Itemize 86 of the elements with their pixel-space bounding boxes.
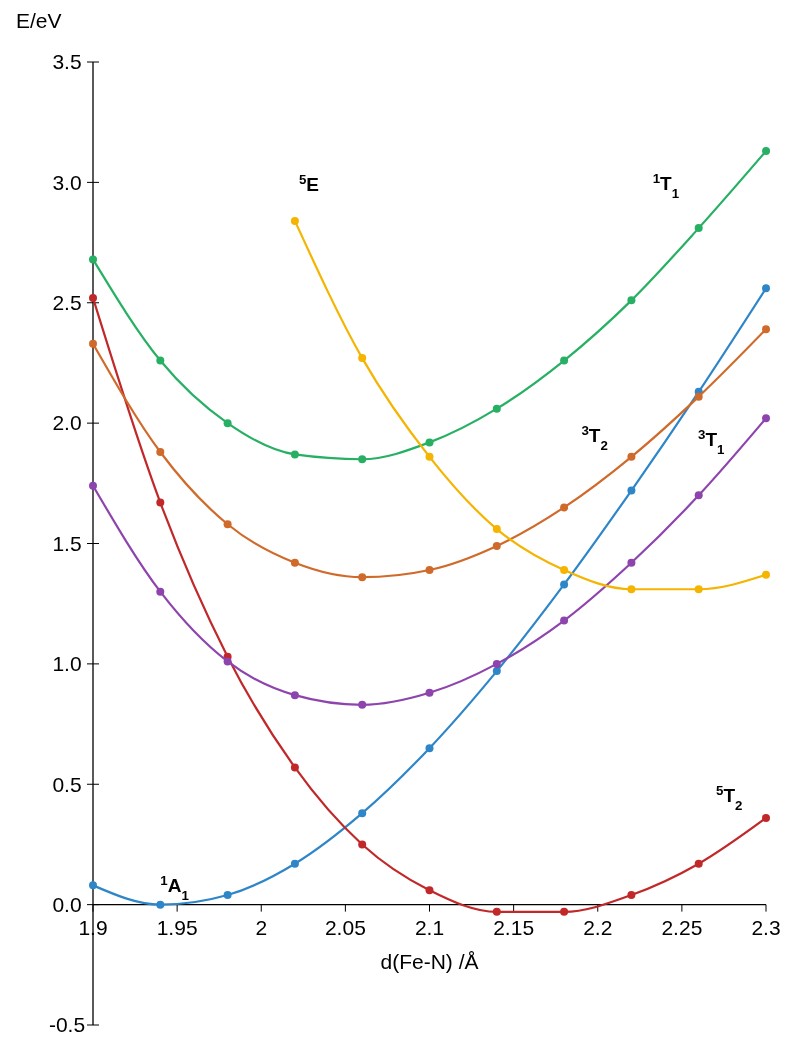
point	[89, 481, 97, 490]
series-label: $^{5}$E	[298, 171, 319, 195]
y-tick-label: 3.5	[52, 50, 82, 74]
x-axis-title: d(Fe-N) /Å	[380, 949, 479, 973]
point	[290, 450, 299, 459]
point	[358, 700, 367, 709]
point	[425, 744, 434, 753]
point	[156, 900, 165, 909]
point	[694, 224, 703, 233]
point	[290, 763, 299, 772]
point	[358, 455, 367, 464]
point	[694, 859, 703, 868]
point	[560, 580, 569, 589]
y-tick-label: 1.0	[52, 652, 82, 676]
y-tick-label: 2.0	[52, 411, 82, 435]
point	[425, 886, 434, 895]
point	[290, 691, 299, 700]
y-tick-label: 0.0	[52, 892, 82, 916]
point	[290, 859, 299, 868]
point	[358, 809, 367, 818]
point	[89, 881, 97, 890]
point	[492, 404, 501, 413]
point	[762, 284, 770, 293]
point	[425, 438, 434, 447]
point	[762, 147, 770, 156]
y-tick-label: 0.5	[52, 772, 82, 796]
point	[627, 558, 636, 567]
point	[89, 255, 97, 264]
y-tick-label: 1.5	[52, 531, 82, 555]
point	[492, 667, 501, 676]
point	[223, 520, 232, 529]
x-tick-label: 2.15	[493, 915, 535, 939]
point	[762, 813, 770, 822]
point	[156, 356, 165, 365]
point	[425, 452, 434, 461]
point	[560, 616, 569, 625]
point	[156, 498, 165, 507]
series-label: $^{1}$A$_{1}$	[160, 872, 190, 903]
point	[560, 356, 569, 365]
point	[627, 585, 636, 594]
x-tick-label: 2.25	[661, 915, 703, 939]
point	[627, 891, 636, 899]
x-tick-label: 2.1	[414, 915, 445, 939]
x-tick-label: 2	[255, 915, 268, 939]
point	[627, 452, 636, 461]
point	[492, 525, 501, 534]
point	[627, 296, 636, 305]
point	[627, 486, 636, 495]
series-label: $^{1}$T$_{1}$	[652, 170, 680, 201]
point	[425, 688, 434, 697]
point	[223, 419, 232, 428]
point	[358, 840, 367, 849]
x-tick-label: 2.3	[751, 915, 781, 939]
point	[89, 293, 97, 302]
point	[694, 585, 703, 594]
point	[290, 558, 299, 567]
x-tick-label: 2.05	[324, 915, 366, 939]
point	[762, 570, 770, 579]
point	[223, 891, 232, 899]
y-tick-label: 2.5	[52, 291, 82, 315]
point	[762, 325, 770, 334]
point	[560, 503, 569, 512]
point	[492, 907, 501, 916]
point	[425, 565, 434, 574]
point	[89, 339, 97, 348]
point	[156, 448, 165, 457]
y-axis-title: E/eV	[16, 9, 62, 32]
series-label: $^{3}$T$_{2}$	[581, 422, 608, 453]
point	[560, 907, 569, 916]
point	[694, 491, 703, 500]
y-tick-label: 3.0	[52, 170, 82, 194]
point	[156, 587, 165, 596]
point	[492, 659, 501, 668]
series-label: $^{3}$T$_{1}$	[698, 426, 726, 457]
point	[290, 216, 299, 225]
point	[560, 565, 569, 574]
point	[694, 392, 703, 401]
series-label: $^{5}$T$_{2}$	[716, 782, 743, 813]
point	[223, 657, 232, 666]
point	[358, 354, 367, 363]
x-tick-label: 2.2	[583, 915, 613, 939]
point	[492, 541, 501, 550]
y-tick-label: -0.5	[48, 1013, 86, 1037]
x-tick-label: 1.95	[156, 915, 198, 939]
point	[358, 573, 367, 582]
point	[762, 414, 770, 423]
